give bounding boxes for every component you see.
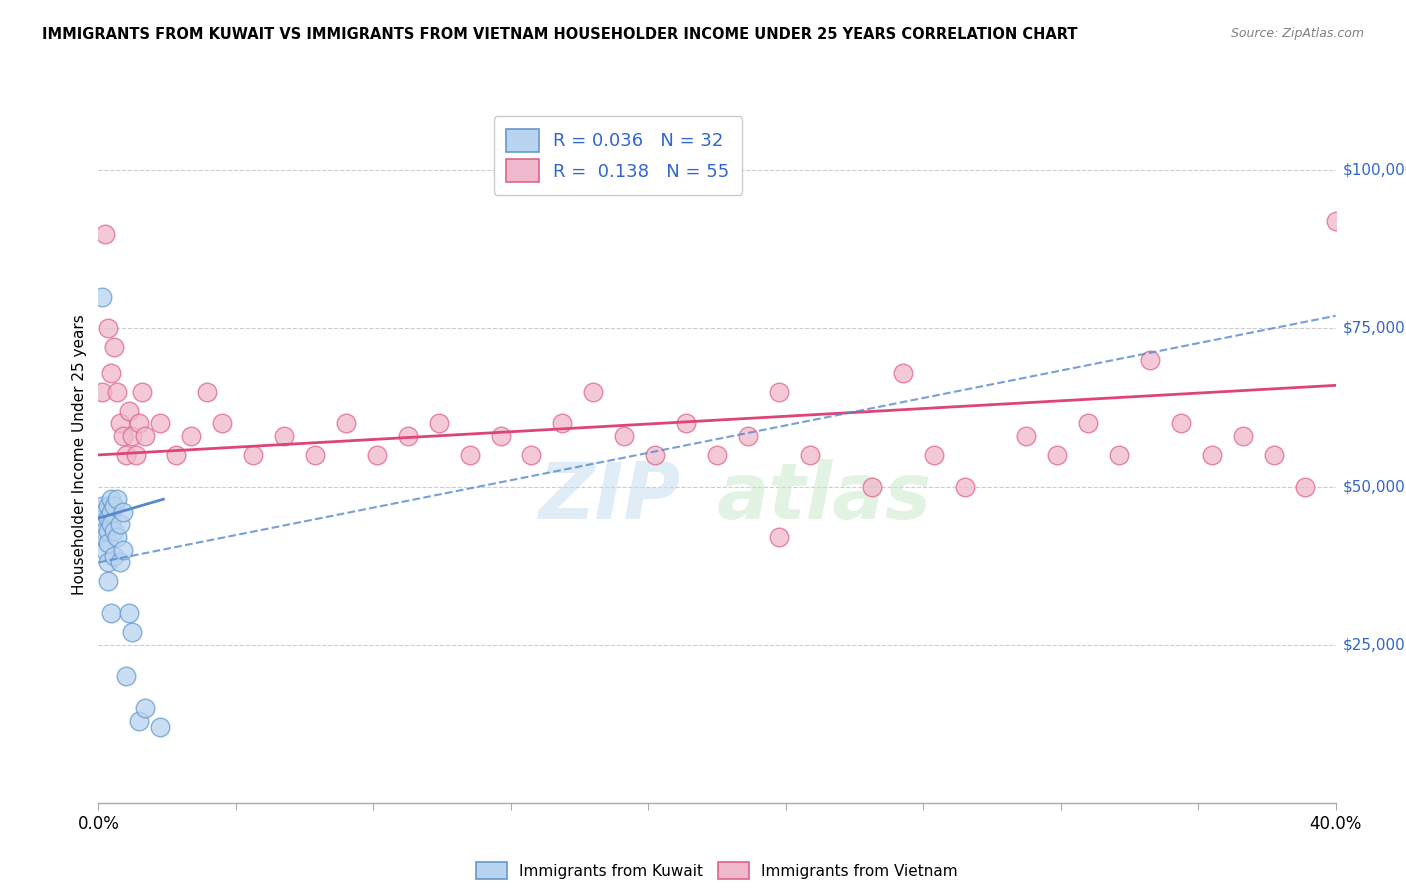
Text: $75,000: $75,000 bbox=[1343, 321, 1406, 336]
Point bbox=[149, 417, 172, 431]
Point bbox=[799, 448, 821, 462]
Point bbox=[396, 429, 419, 443]
Point bbox=[737, 429, 759, 443]
Text: $100,000: $100,000 bbox=[1343, 163, 1406, 178]
Point bbox=[112, 429, 135, 443]
Point bbox=[644, 448, 666, 462]
Point bbox=[768, 384, 790, 399]
Point bbox=[90, 384, 112, 399]
Point bbox=[103, 499, 125, 513]
Text: atlas: atlas bbox=[717, 458, 932, 534]
Point bbox=[211, 417, 233, 431]
Point bbox=[860, 479, 883, 493]
Point bbox=[90, 499, 112, 513]
Point bbox=[90, 517, 112, 532]
Legend: Immigrants from Kuwait, Immigrants from Vietnam: Immigrants from Kuwait, Immigrants from … bbox=[470, 855, 965, 886]
Point bbox=[1108, 448, 1130, 462]
Point bbox=[97, 511, 120, 525]
Text: IMMIGRANTS FROM KUWAIT VS IMMIGRANTS FROM VIETNAM HOUSEHOLDER INCOME UNDER 25 YE: IMMIGRANTS FROM KUWAIT VS IMMIGRANTS FRO… bbox=[42, 27, 1077, 42]
Point bbox=[97, 536, 120, 550]
Point bbox=[489, 429, 512, 443]
Point bbox=[100, 492, 122, 507]
Point bbox=[118, 403, 141, 417]
Point bbox=[103, 524, 125, 538]
Text: Source: ZipAtlas.com: Source: ZipAtlas.com bbox=[1230, 27, 1364, 40]
Point bbox=[100, 505, 122, 519]
Point bbox=[93, 542, 115, 557]
Point bbox=[768, 530, 790, 544]
Point bbox=[93, 530, 115, 544]
Point bbox=[121, 625, 143, 640]
Point bbox=[1015, 429, 1038, 443]
Point bbox=[195, 384, 218, 399]
Text: $25,000: $25,000 bbox=[1343, 637, 1406, 652]
Point bbox=[706, 448, 728, 462]
Point bbox=[93, 505, 115, 519]
Point bbox=[93, 524, 115, 538]
Point bbox=[97, 524, 120, 538]
Point bbox=[165, 448, 187, 462]
Point bbox=[1046, 448, 1069, 462]
Point bbox=[366, 448, 388, 462]
Point bbox=[121, 429, 143, 443]
Point bbox=[131, 384, 153, 399]
Point bbox=[1139, 353, 1161, 368]
Point bbox=[124, 448, 146, 462]
Point bbox=[273, 429, 295, 443]
Point bbox=[551, 417, 574, 431]
Point bbox=[108, 417, 131, 431]
Point bbox=[1170, 417, 1192, 431]
Point bbox=[90, 290, 112, 304]
Point bbox=[335, 417, 357, 431]
Point bbox=[105, 384, 128, 399]
Point bbox=[1294, 479, 1316, 493]
Point bbox=[520, 448, 543, 462]
Point bbox=[108, 556, 131, 570]
Point bbox=[115, 448, 138, 462]
Point bbox=[1201, 448, 1223, 462]
Text: $50,000: $50,000 bbox=[1343, 479, 1406, 494]
Point bbox=[1324, 214, 1347, 228]
Point bbox=[922, 448, 945, 462]
Point bbox=[427, 417, 450, 431]
Point bbox=[458, 448, 481, 462]
Point bbox=[128, 417, 150, 431]
Point bbox=[100, 366, 122, 380]
Point bbox=[105, 530, 128, 544]
Point bbox=[1232, 429, 1254, 443]
Y-axis label: Householder Income Under 25 years: Householder Income Under 25 years bbox=[72, 315, 87, 595]
Point bbox=[953, 479, 976, 493]
Point bbox=[582, 384, 605, 399]
Point bbox=[97, 499, 120, 513]
Point bbox=[97, 574, 120, 589]
Point bbox=[100, 606, 122, 620]
Point bbox=[613, 429, 636, 443]
Point bbox=[103, 549, 125, 563]
Point bbox=[97, 556, 120, 570]
Point bbox=[105, 492, 128, 507]
Point bbox=[134, 701, 156, 715]
Point bbox=[1077, 417, 1099, 431]
Point bbox=[93, 227, 115, 241]
Text: ZIP: ZIP bbox=[537, 458, 681, 534]
Point bbox=[149, 720, 172, 734]
Point bbox=[242, 448, 264, 462]
Point bbox=[128, 714, 150, 728]
Point bbox=[100, 517, 122, 532]
Point bbox=[112, 505, 135, 519]
Point bbox=[1263, 448, 1285, 462]
Point bbox=[675, 417, 697, 431]
Point bbox=[180, 429, 202, 443]
Point bbox=[891, 366, 914, 380]
Point bbox=[103, 340, 125, 354]
Point bbox=[304, 448, 326, 462]
Point bbox=[115, 669, 138, 683]
Point bbox=[134, 429, 156, 443]
Point bbox=[108, 517, 131, 532]
Point bbox=[112, 542, 135, 557]
Point bbox=[97, 321, 120, 335]
Point bbox=[118, 606, 141, 620]
